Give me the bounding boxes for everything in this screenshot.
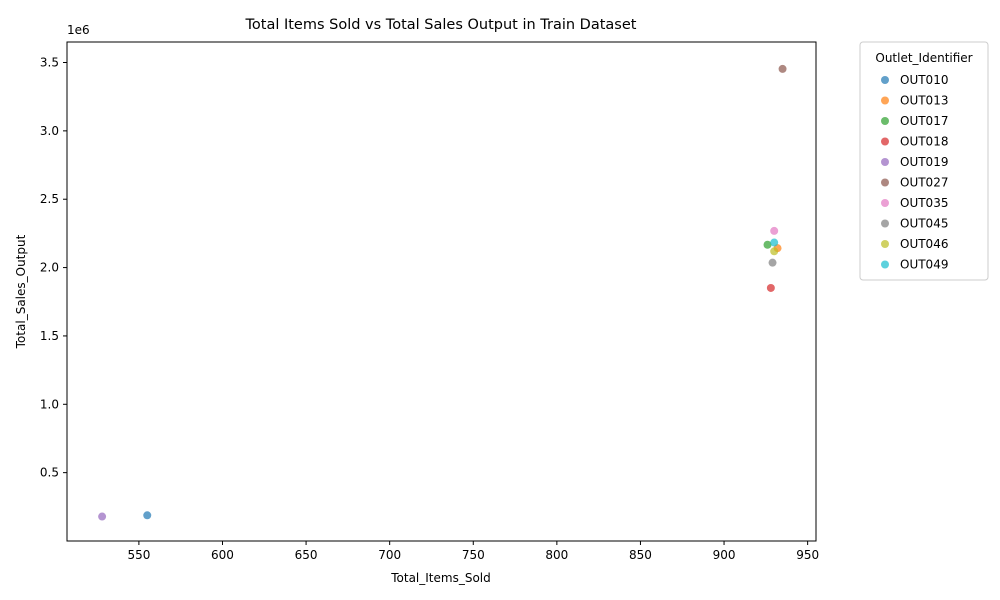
legend-marker-out027 bbox=[881, 178, 889, 187]
data-points bbox=[98, 64, 787, 521]
x-tick-label: 700 bbox=[378, 548, 401, 562]
legend-frame bbox=[859, 41, 989, 281]
x-axis-ticks: 550 600 650 700 750 800 850 900 950 bbox=[127, 541, 819, 562]
legend-label-out045: OUT045 bbox=[900, 217, 948, 231]
x-tick-label: 950 bbox=[796, 548, 819, 562]
legend-marker-out013 bbox=[881, 96, 889, 105]
x-tick-label: 850 bbox=[629, 548, 652, 562]
data-point-out046 bbox=[770, 247, 779, 256]
legend-marker-out017 bbox=[881, 117, 889, 125]
legend-label-out035: OUT035 bbox=[900, 196, 948, 210]
x-tick-label: 600 bbox=[211, 548, 234, 562]
legend-marker-out045 bbox=[881, 219, 889, 228]
data-point-out017 bbox=[763, 240, 772, 249]
x-tick-label: 750 bbox=[462, 548, 485, 562]
legend-marker-out035 bbox=[881, 199, 889, 207]
legend-label-out019: OUT019 bbox=[900, 155, 948, 169]
y-tick-label: 0.5 bbox=[40, 466, 59, 480]
y-tick-label: 1.5 bbox=[40, 329, 59, 343]
x-tick-label: 900 bbox=[713, 548, 736, 562]
legend-label-out013: OUT013 bbox=[900, 94, 948, 108]
chart-title: Total Items Sold vs Total Sales Output i… bbox=[245, 17, 637, 33]
legend-items: OUT010 OUT013 OUT017 OUT018 OUT019 OUT027 OUT0… bbox=[881, 73, 948, 272]
y-tick-label: 1.0 bbox=[40, 397, 59, 411]
x-tick-label: 800 bbox=[545, 548, 568, 562]
legend-label-out010: OUT010 bbox=[900, 73, 948, 87]
y-axis-ticks: 0.5 1.0 1.5 2.0 2.5 3.0 3.5 bbox=[40, 56, 67, 480]
legend-label-out027: OUT027 bbox=[900, 176, 948, 190]
plot-area-frame bbox=[66, 41, 817, 542]
y-tick-label: 2.0 bbox=[40, 261, 59, 275]
legend-marker-out019 bbox=[881, 158, 889, 166]
data-point-out018 bbox=[766, 283, 775, 292]
data-point-out019 bbox=[98, 512, 107, 521]
legend-label-out049: OUT049 bbox=[900, 258, 948, 272]
y-axis-offset-label: 1e6 bbox=[67, 23, 90, 37]
data-point-out049 bbox=[770, 238, 779, 247]
legend: Outlet_Identifier OUT010OUT013OUT017OUT0… bbox=[859, 41, 989, 281]
data-point-out045 bbox=[768, 258, 777, 267]
x-axis-label: Total_Items_Sold bbox=[390, 571, 491, 585]
data-point-out027 bbox=[778, 64, 787, 73]
legend-label-out018: OUT018 bbox=[900, 135, 948, 149]
legend-marker-out010 bbox=[881, 76, 889, 84]
y-axis-label: Total_Sales_Output bbox=[14, 234, 28, 349]
data-point-out035 bbox=[770, 226, 779, 235]
legend-marker-out018 bbox=[881, 137, 889, 146]
x-tick-label: 550 bbox=[127, 548, 150, 562]
y-tick-label: 3.0 bbox=[40, 124, 59, 138]
legend-marker-out046 bbox=[881, 240, 889, 248]
data-point-out010 bbox=[143, 511, 152, 520]
legend-label-out017: OUT017 bbox=[900, 114, 948, 128]
y-tick-label: 2.5 bbox=[40, 192, 59, 206]
legend-label-out046: OUT046 bbox=[900, 237, 948, 251]
legend-title: Outlet_Identifier bbox=[875, 51, 972, 65]
y-tick-label: 3.5 bbox=[40, 56, 59, 70]
x-tick-label: 650 bbox=[295, 548, 318, 562]
legend-marker-out049 bbox=[881, 260, 889, 269]
